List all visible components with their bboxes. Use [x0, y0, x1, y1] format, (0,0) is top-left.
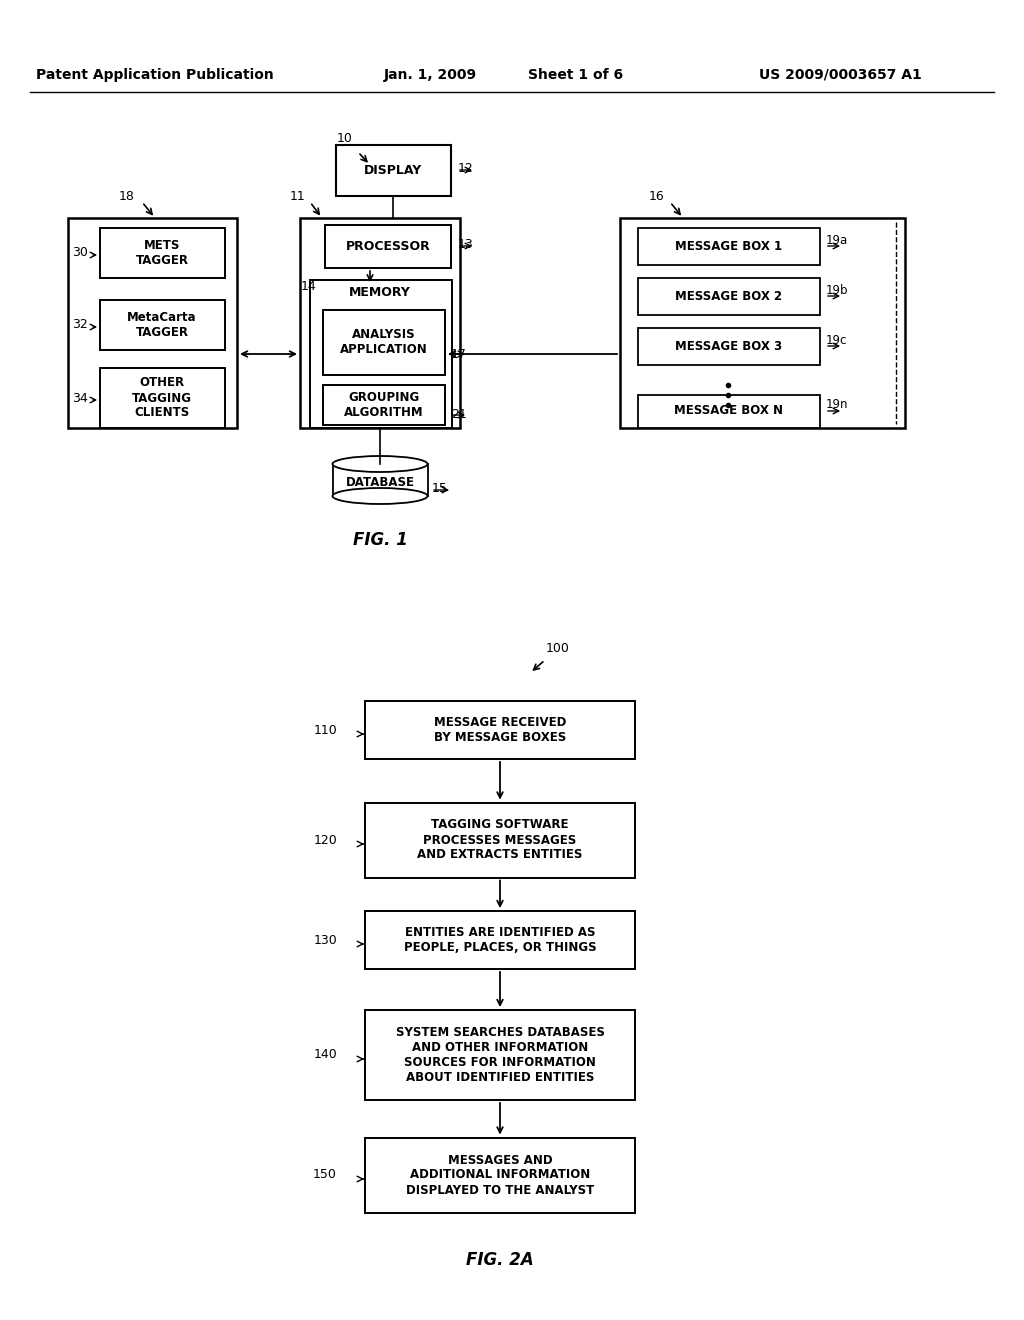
Text: DATABASE: DATABASE: [345, 475, 415, 488]
Bar: [638, 279, 820, 315]
Text: US 2009/0003657 A1: US 2009/0003657 A1: [759, 69, 922, 82]
Text: 18: 18: [119, 190, 135, 203]
Text: METS
TAGGER: METS TAGGER: [135, 239, 188, 267]
Text: MESSAGE BOX 3: MESSAGE BOX 3: [676, 339, 782, 352]
Bar: [365, 1010, 635, 1100]
Text: FIG. 2A: FIG. 2A: [466, 1251, 534, 1269]
Text: 16: 16: [649, 190, 665, 203]
Bar: [68, 218, 237, 428]
Text: TAGGING SOFTWARE
PROCESSES MESSAGES
AND EXTRACTS ENTITIES: TAGGING SOFTWARE PROCESSES MESSAGES AND …: [418, 818, 583, 862]
Text: 19n: 19n: [826, 399, 849, 412]
Bar: [365, 911, 635, 969]
Text: 100: 100: [546, 642, 570, 655]
Text: ANALYSIS
APPLICATION: ANALYSIS APPLICATION: [340, 327, 428, 356]
Bar: [323, 310, 445, 375]
Text: OTHER
TAGGING
CLIENTS: OTHER TAGGING CLIENTS: [132, 376, 193, 420]
Bar: [620, 218, 905, 428]
Text: 10: 10: [337, 132, 353, 144]
Text: MESSAGE BOX 2: MESSAGE BOX 2: [676, 289, 782, 302]
Text: 130: 130: [313, 933, 337, 946]
Bar: [638, 327, 820, 366]
Bar: [333, 465, 427, 496]
Text: 14: 14: [301, 281, 316, 293]
Text: 34: 34: [72, 392, 88, 404]
Text: PROCESSOR: PROCESSOR: [346, 239, 430, 252]
Bar: [325, 224, 451, 268]
Bar: [323, 385, 445, 425]
Bar: [100, 368, 225, 428]
Text: 32: 32: [72, 318, 88, 331]
Bar: [336, 145, 451, 195]
Text: 11: 11: [290, 190, 306, 203]
Bar: [365, 803, 635, 878]
Text: 15: 15: [432, 482, 447, 495]
Text: 12: 12: [458, 161, 474, 174]
Text: 150: 150: [313, 1168, 337, 1181]
Text: GROUPING
ALGORITHM: GROUPING ALGORITHM: [344, 391, 424, 418]
Text: MetaCarta
TAGGER: MetaCarta TAGGER: [127, 312, 197, 339]
Text: 110: 110: [313, 723, 337, 737]
Ellipse shape: [333, 455, 427, 473]
Text: MEMORY: MEMORY: [349, 285, 411, 298]
Bar: [638, 228, 820, 265]
Bar: [365, 701, 635, 759]
Text: 21: 21: [451, 408, 467, 421]
Ellipse shape: [333, 488, 427, 504]
Text: Patent Application Publication: Patent Application Publication: [36, 69, 273, 82]
Text: FIG. 1: FIG. 1: [352, 531, 408, 549]
Text: MESSAGES AND
ADDITIONAL INFORMATION
DISPLAYED TO THE ANALYST: MESSAGES AND ADDITIONAL INFORMATION DISP…: [406, 1154, 594, 1196]
Text: 17: 17: [451, 347, 467, 360]
Bar: [300, 218, 460, 428]
Text: Jan. 1, 2009: Jan. 1, 2009: [383, 69, 476, 82]
Text: 120: 120: [313, 833, 337, 846]
Text: 30: 30: [72, 247, 88, 260]
Text: 19c: 19c: [826, 334, 848, 346]
Text: Sheet 1 of 6: Sheet 1 of 6: [528, 69, 624, 82]
Text: MESSAGE BOX N: MESSAGE BOX N: [675, 404, 783, 417]
Bar: [638, 395, 820, 428]
Text: 19a: 19a: [826, 234, 848, 247]
Text: MESSAGE BOX 1: MESSAGE BOX 1: [676, 239, 782, 252]
Text: 13: 13: [458, 238, 474, 251]
Text: 140: 140: [313, 1048, 337, 1061]
Text: SYSTEM SEARCHES DATABASES
AND OTHER INFORMATION
SOURCES FOR INFORMATION
ABOUT ID: SYSTEM SEARCHES DATABASES AND OTHER INFO…: [395, 1026, 604, 1084]
Bar: [100, 228, 225, 279]
Text: DISPLAY: DISPLAY: [364, 164, 422, 177]
Bar: [310, 280, 452, 428]
Bar: [365, 1138, 635, 1213]
Text: MESSAGE RECEIVED
BY MESSAGE BOXES: MESSAGE RECEIVED BY MESSAGE BOXES: [434, 715, 566, 744]
Text: ENTITIES ARE IDENTIFIED AS
PEOPLE, PLACES, OR THINGS: ENTITIES ARE IDENTIFIED AS PEOPLE, PLACE…: [403, 927, 596, 954]
Text: 19b: 19b: [826, 284, 849, 297]
Bar: [100, 300, 225, 350]
